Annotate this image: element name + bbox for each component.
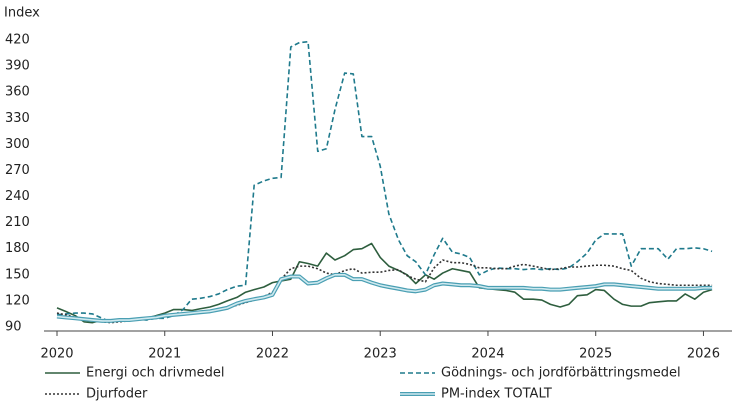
series-line (56, 40, 713, 323)
x-tick-label: 2024 (471, 347, 504, 362)
legend-label: PM-index TOTALT (441, 387, 552, 402)
y-tick-label: 150 (5, 267, 30, 282)
series-line-inner (56, 274, 713, 322)
y-tick-label: 240 (5, 189, 30, 204)
y-tick-label: 330 (5, 111, 30, 126)
x-tick-label: 2022 (256, 347, 289, 362)
y-tick-label: 270 (5, 163, 30, 178)
y-tick-label: 180 (5, 241, 30, 256)
y-tick-label: 390 (5, 59, 30, 74)
y-tick-label: 420 (5, 33, 30, 48)
y-axis-label: Index (4, 6, 40, 21)
series-line (56, 259, 713, 324)
x-tick-label: 2021 (148, 347, 181, 362)
series-line (56, 242, 713, 324)
y-tick-label: 360 (5, 85, 30, 100)
x-tick-label: 2025 (579, 347, 612, 362)
y-tick-label: 210 (5, 215, 30, 230)
y-tick-label: 90 (5, 320, 22, 335)
legend-label: Djurfoder (86, 387, 148, 402)
x-tick-label: 2020 (40, 347, 73, 362)
y-tick-label: 300 (5, 137, 30, 152)
series-line (56, 272, 713, 323)
x-tick-label: 2026 (687, 347, 720, 362)
legend-label: Gödnings- och jordförbättringsmedel (441, 366, 681, 381)
x-tick-label: 2023 (364, 347, 397, 362)
y-tick-label: 120 (5, 293, 30, 308)
legend-label: Energi och drivmedel (86, 366, 224, 381)
